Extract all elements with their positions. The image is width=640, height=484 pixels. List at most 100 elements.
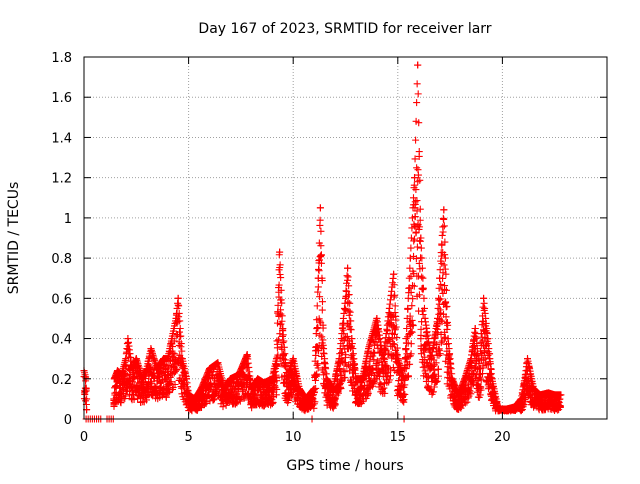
data-point bbox=[415, 148, 423, 156]
data-point bbox=[315, 267, 323, 275]
data-point-peak bbox=[164, 355, 172, 363]
data-point bbox=[441, 238, 449, 246]
data-point bbox=[210, 396, 218, 404]
data-point bbox=[167, 378, 175, 386]
data-point-peak bbox=[417, 234, 425, 242]
data-point bbox=[439, 228, 447, 236]
data-point bbox=[438, 318, 446, 326]
data-point bbox=[416, 216, 424, 224]
data-point bbox=[165, 389, 173, 397]
data-point bbox=[373, 357, 381, 365]
data-point bbox=[441, 254, 449, 262]
data-point bbox=[177, 340, 185, 348]
data-point bbox=[282, 362, 290, 370]
data-point bbox=[407, 288, 415, 296]
data-point bbox=[275, 336, 283, 344]
y-tick-label: 1.6 bbox=[51, 91, 72, 106]
data-point-peak bbox=[139, 375, 147, 383]
data-point bbox=[413, 99, 421, 107]
data-point bbox=[176, 317, 184, 325]
data-point bbox=[442, 270, 450, 278]
y-tick-label: 0.4 bbox=[51, 333, 72, 348]
data-point bbox=[404, 304, 412, 312]
data-point bbox=[345, 282, 353, 290]
data-point bbox=[370, 356, 378, 364]
data-point-peak bbox=[434, 314, 442, 322]
data-point-peak bbox=[110, 375, 118, 383]
data-point-peak bbox=[302, 395, 310, 403]
data-point bbox=[346, 299, 354, 307]
data-point-peak bbox=[113, 367, 121, 375]
data-point-peak bbox=[348, 335, 356, 343]
data-point bbox=[382, 346, 390, 354]
data-point-peak bbox=[342, 294, 349, 302]
data-point bbox=[311, 398, 319, 406]
data-point bbox=[273, 362, 281, 370]
data-point bbox=[413, 243, 421, 251]
data-point bbox=[285, 396, 293, 404]
data-point bbox=[175, 302, 183, 310]
data-point bbox=[479, 364, 487, 372]
data-point bbox=[392, 312, 400, 320]
data-point bbox=[476, 391, 484, 399]
data-point bbox=[219, 403, 227, 411]
data-point-peak bbox=[279, 325, 287, 332]
data-point bbox=[390, 340, 398, 348]
data-point bbox=[278, 312, 286, 320]
data-point bbox=[433, 340, 441, 348]
data-point bbox=[556, 403, 564, 411]
data-point-peak bbox=[521, 371, 529, 379]
data-point-peak bbox=[268, 375, 276, 383]
data-point bbox=[435, 347, 443, 355]
data-point bbox=[442, 286, 450, 294]
data-point bbox=[393, 344, 401, 352]
data-point-peak bbox=[454, 391, 462, 399]
data-point bbox=[314, 288, 322, 296]
data-point-peak bbox=[517, 395, 525, 403]
data-point bbox=[437, 280, 445, 288]
data-point-peak bbox=[314, 274, 322, 282]
data-point bbox=[413, 164, 421, 172]
data-point bbox=[345, 307, 353, 315]
data-point-peak bbox=[147, 345, 155, 353]
data-point-peak bbox=[220, 385, 228, 393]
data-point bbox=[317, 251, 325, 259]
data-point bbox=[331, 401, 339, 409]
data-point bbox=[440, 261, 448, 269]
data-point-peak bbox=[172, 314, 180, 322]
y-tick-label: 1.8 bbox=[51, 51, 72, 66]
data-point bbox=[280, 343, 288, 351]
data-point bbox=[318, 306, 326, 314]
data-point bbox=[440, 222, 448, 230]
data-point-peak bbox=[323, 375, 331, 383]
data-point-peak bbox=[358, 375, 366, 383]
data-point bbox=[231, 400, 239, 408]
data-point bbox=[413, 207, 421, 215]
data-point-peak bbox=[344, 264, 352, 272]
data-point-peak bbox=[484, 335, 492, 343]
data-point bbox=[437, 339, 445, 347]
data-point bbox=[124, 345, 132, 353]
data-point bbox=[418, 254, 426, 262]
data-point bbox=[343, 362, 351, 370]
data-point bbox=[318, 298, 326, 306]
data-point bbox=[313, 370, 321, 378]
data-point bbox=[407, 244, 415, 252]
data-point bbox=[479, 303, 487, 311]
data-point bbox=[166, 379, 174, 387]
data-point bbox=[317, 227, 325, 235]
data-point-peak bbox=[421, 314, 429, 322]
data-point-peak bbox=[283, 375, 291, 383]
data-point-peak bbox=[174, 294, 182, 302]
data-point bbox=[406, 264, 414, 272]
data-point bbox=[422, 369, 430, 377]
data-point bbox=[419, 284, 427, 292]
data-point bbox=[437, 330, 445, 338]
data-point-peak bbox=[272, 355, 280, 363]
data-point-peak bbox=[385, 304, 393, 312]
data-point bbox=[176, 325, 184, 332]
y-axis-label: SRMTID / TECUs bbox=[6, 182, 22, 295]
data-point-peak bbox=[475, 365, 483, 373]
data-point bbox=[410, 235, 418, 243]
